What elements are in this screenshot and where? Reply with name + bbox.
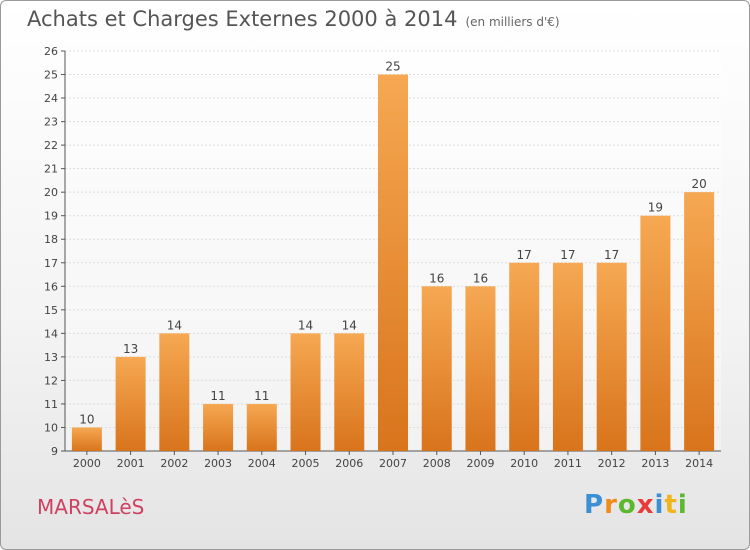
x-tick-label-2013: 2013 xyxy=(641,457,669,470)
bar-2007 xyxy=(378,74,408,451)
y-tick-label: 19 xyxy=(44,210,58,223)
x-tick-label-2011: 2011 xyxy=(554,457,582,470)
x-tick-label-2006: 2006 xyxy=(335,457,363,470)
y-tick-label: 12 xyxy=(44,374,58,387)
x-tick-label-2014: 2014 xyxy=(685,457,713,470)
x-tick-label-2007: 2007 xyxy=(379,457,407,470)
bar-2010 xyxy=(509,262,540,451)
bar-2003 xyxy=(203,403,234,451)
bar-2001 xyxy=(115,356,146,451)
y-tick-label: 21 xyxy=(44,163,58,176)
value-label-2014: 20 xyxy=(691,177,706,191)
value-label-2011: 17 xyxy=(560,248,575,262)
x-tick-label-2010: 2010 xyxy=(510,457,538,470)
commune-name: MARSALèS xyxy=(37,495,145,519)
chart-subtitle: (en milliers d'€) xyxy=(465,15,560,29)
bar-2013 xyxy=(640,215,671,451)
y-tick-label: 13 xyxy=(44,351,58,364)
y-tick-label: 23 xyxy=(44,116,58,129)
x-tick-label-2005: 2005 xyxy=(292,457,320,470)
bar-2002 xyxy=(159,333,190,451)
bar-2008 xyxy=(421,286,452,451)
value-label-2003: 11 xyxy=(210,389,225,403)
y-tick-label: 17 xyxy=(44,257,58,270)
value-label-2006: 14 xyxy=(342,318,357,332)
value-label-2012: 17 xyxy=(604,248,619,262)
bar-2014 xyxy=(684,192,715,452)
y-tick-label: 16 xyxy=(44,280,58,293)
y-tick-label: 14 xyxy=(44,327,58,340)
value-label-2004: 11 xyxy=(254,389,269,403)
x-tick-label-2008: 2008 xyxy=(423,457,451,470)
bar-2004 xyxy=(246,403,277,451)
bar-2000 xyxy=(71,427,102,451)
value-label-2010: 17 xyxy=(517,248,532,262)
x-tick-label-2003: 2003 xyxy=(204,457,232,470)
bar-2012 xyxy=(596,262,627,451)
proxiti-logo: Proxiti xyxy=(584,490,688,520)
value-label-2000: 10 xyxy=(79,412,94,426)
bar-2005 xyxy=(290,333,321,451)
x-tick-label-2009: 2009 xyxy=(466,457,494,470)
value-label-2007: 25 xyxy=(385,60,400,74)
value-label-2002: 14 xyxy=(167,318,182,332)
x-tick-label-2012: 2012 xyxy=(598,457,626,470)
logo-letter: i xyxy=(677,490,688,520)
y-tick-label: 25 xyxy=(44,69,58,82)
value-label-2008: 16 xyxy=(429,271,444,285)
logo-letter: r xyxy=(604,490,618,520)
y-tick-label: 10 xyxy=(44,421,58,434)
y-tick-label: 11 xyxy=(44,398,58,411)
logo-letter: P xyxy=(584,490,605,520)
y-tick-label: 20 xyxy=(44,186,58,199)
logo-letter: o xyxy=(617,490,637,520)
chart-title-text: Achats et Charges Externes 2000 à 2014 xyxy=(27,7,458,31)
bar-2006 xyxy=(334,333,365,451)
y-tick-label: 18 xyxy=(44,233,58,246)
y-tick-label: 15 xyxy=(44,304,58,317)
y-tick-label: 22 xyxy=(44,139,58,152)
y-tick-label: 24 xyxy=(44,92,58,105)
value-label-2009: 16 xyxy=(473,271,488,285)
logo-letter: i xyxy=(654,490,665,520)
value-label-2013: 19 xyxy=(648,201,663,215)
x-tick-label-2000: 2000 xyxy=(73,457,101,470)
x-tick-label-2004: 2004 xyxy=(248,457,276,470)
logo-letter: t xyxy=(664,490,678,520)
value-label-2001: 13 xyxy=(123,342,138,356)
x-tick-label-2002: 2002 xyxy=(160,457,188,470)
value-label-2005: 14 xyxy=(298,318,313,332)
y-tick-label: 9 xyxy=(51,445,58,458)
x-tick-label-2001: 2001 xyxy=(117,457,145,470)
logo-letter: x xyxy=(636,490,655,520)
bar-2011 xyxy=(552,262,583,451)
bar-2009 xyxy=(465,286,496,451)
chart-title: Achats et Charges Externes 2000 à 2014 (e… xyxy=(27,7,560,31)
y-tick-label: 26 xyxy=(44,45,58,58)
